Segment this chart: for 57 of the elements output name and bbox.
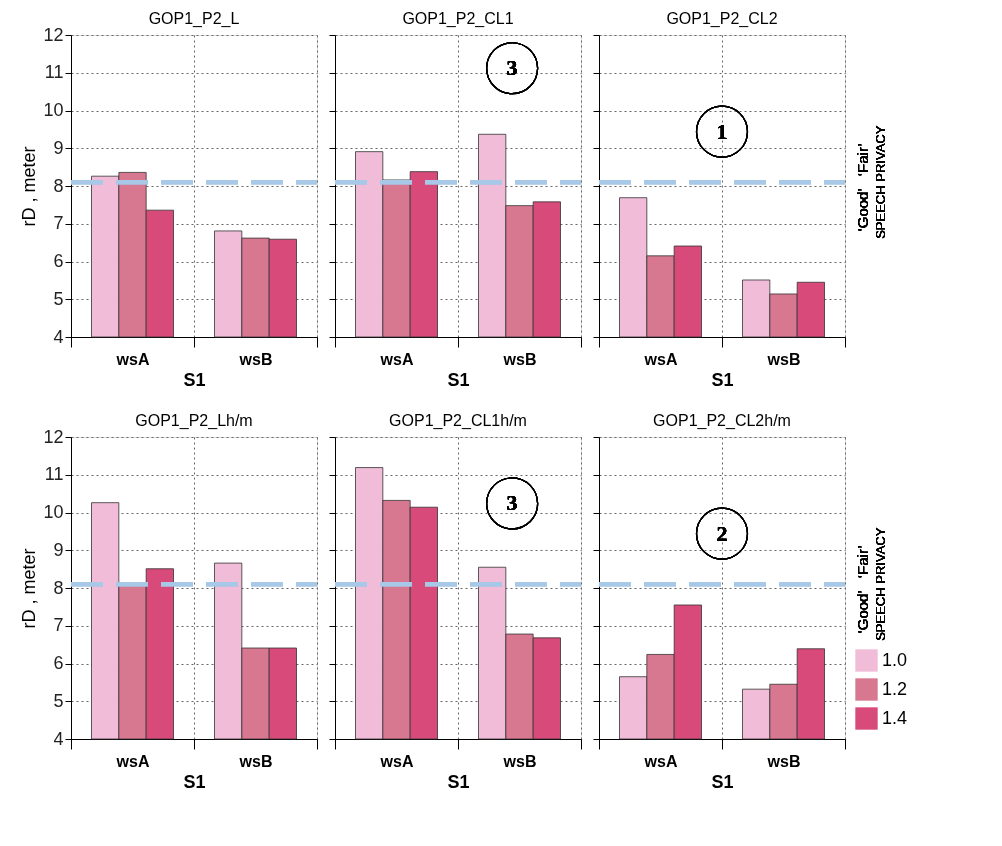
x-axis-title: S1 bbox=[183, 771, 206, 792]
y-tick-label: 8 bbox=[53, 577, 64, 598]
text: ‘Fair’ bbox=[854, 143, 871, 177]
chart-title: GOP1_P2_Lh/m bbox=[135, 412, 253, 430]
x-axis-title: S1 bbox=[447, 771, 470, 792]
x-tick-label: wsB bbox=[238, 752, 273, 770]
chart-title: GOP1_P2_L bbox=[148, 10, 240, 28]
ref-line-label: SPEECH PRIVACY bbox=[873, 527, 888, 641]
x-tick-label: wsA bbox=[379, 752, 414, 770]
chart-title: GOP1_P2_CL2h/m bbox=[653, 411, 791, 430]
x-tick-label: wsA bbox=[643, 752, 678, 770]
x-tick-label: wsB bbox=[766, 752, 801, 770]
legend-label: 1.0 bbox=[882, 649, 908, 670]
chart-title: GOP1_P2_CL1h/m bbox=[389, 411, 527, 430]
y-tick-label: 10 bbox=[43, 502, 64, 522]
y-tick-label: 11 bbox=[44, 62, 64, 83]
legend-label: 1.4 bbox=[882, 707, 908, 728]
x-tick-label: wsA bbox=[379, 350, 414, 368]
x-tick-label: wsB bbox=[502, 752, 537, 770]
text: ‘Good’ bbox=[854, 188, 871, 232]
y-tick-label: 12 bbox=[43, 24, 64, 45]
x-axis-title: S1 bbox=[711, 369, 734, 390]
y-axis-title: rD , meter bbox=[19, 146, 40, 227]
x-tick-label: wsB bbox=[766, 350, 801, 368]
x-axis-title: S1 bbox=[447, 369, 470, 390]
y-tick-label: 11 bbox=[44, 464, 64, 485]
annotation: 3 bbox=[506, 490, 518, 516]
y-tick-label: 7 bbox=[53, 213, 64, 234]
chart-title: GOP1_P2_CL2 bbox=[666, 9, 778, 28]
y-tick-label: 12 bbox=[43, 426, 64, 447]
annotation: 3 bbox=[506, 55, 518, 81]
y-tick-label: 10 bbox=[43, 100, 64, 120]
y-tick-label: 4 bbox=[53, 326, 64, 347]
text: ‘Good’ bbox=[854, 590, 871, 634]
y-tick-label: 7 bbox=[53, 615, 64, 636]
y-tick-label: 9 bbox=[53, 539, 64, 560]
y-tick-label: 5 bbox=[53, 690, 64, 711]
x-tick-label: wsA bbox=[643, 350, 678, 368]
y-tick-label: 4 bbox=[53, 728, 64, 749]
y-axis-title: rD , meter bbox=[19, 548, 40, 629]
x-axis-title: S1 bbox=[711, 771, 734, 792]
y-tick-label: 8 bbox=[53, 175, 64, 196]
annotation: 2 bbox=[716, 520, 728, 546]
text: ‘Fair’ bbox=[854, 545, 871, 579]
annotation: 1 bbox=[716, 118, 728, 144]
y-tick-label: 9 bbox=[53, 137, 64, 158]
x-tick-label: wsB bbox=[238, 350, 273, 368]
legend-label: 1.2 bbox=[882, 678, 908, 699]
x-tick-label: wsA bbox=[115, 752, 150, 770]
x-axis-title: S1 bbox=[183, 369, 206, 390]
chart-title: GOP1_P2_CL1 bbox=[402, 9, 514, 28]
x-tick-label: wsA bbox=[115, 350, 150, 368]
x-tick-label: wsB bbox=[502, 350, 537, 368]
y-tick-label: 6 bbox=[53, 653, 64, 673]
y-tick-label: 6 bbox=[53, 251, 64, 271]
ref-line-label: SPEECH PRIVACY bbox=[873, 125, 888, 239]
y-tick-label: 5 bbox=[53, 288, 64, 309]
